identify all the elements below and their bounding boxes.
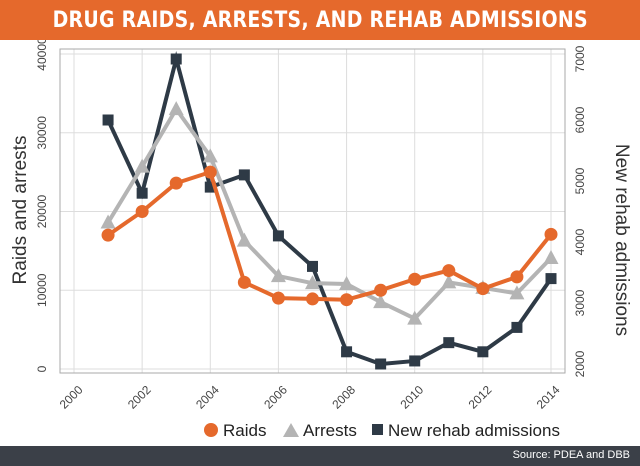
arrests-point — [202, 148, 218, 163]
x-tick-label: 2012 — [466, 383, 495, 412]
chart-title: DRUG RAIDS, ARRESTS, AND REHAB ADMISSION… — [52, 7, 588, 33]
raids-point — [408, 272, 422, 286]
rehab-point — [204, 181, 216, 193]
raids-point — [476, 282, 490, 296]
y-right-tick-label: 2000 — [573, 350, 587, 377]
arrests-point — [168, 101, 184, 116]
rehab-point — [375, 358, 387, 370]
rehab-point — [443, 337, 455, 349]
rehab-point — [545, 273, 557, 285]
raids-line — [106, 169, 553, 302]
rehab-point — [511, 321, 523, 333]
x-tick-label: 2010 — [397, 383, 426, 412]
rehab-point — [238, 169, 250, 181]
raids-point — [442, 264, 456, 278]
plot-frame — [59, 48, 566, 374]
raids-point — [237, 275, 251, 289]
arrests-point — [100, 214, 116, 229]
rehab-line — [106, 51, 553, 367]
arrests-point — [270, 268, 286, 283]
raids-point — [101, 228, 115, 242]
y-axis-right-title: New rehab admissions — [611, 144, 632, 336]
raids-point — [544, 227, 558, 241]
y-left-tick-label: 0 — [35, 365, 49, 372]
y-left-tick-label: 40000 — [35, 40, 49, 71]
arrests-point — [509, 285, 525, 300]
x-tick-label: 2014 — [534, 383, 563, 412]
legend-raids-label: Raids — [223, 421, 266, 440]
raids-point — [169, 176, 183, 190]
y-right-tick-label: 3000 — [573, 289, 587, 316]
arrests-point — [339, 275, 355, 290]
raids-point — [374, 283, 388, 297]
raids-point — [271, 291, 285, 305]
rehab-point — [477, 346, 489, 358]
rehab-point — [170, 53, 182, 65]
y-right-tick-label: 6000 — [573, 106, 587, 133]
y-axis-left-title: Raids and arrests — [10, 136, 31, 285]
raids-point — [203, 165, 217, 179]
raids-point — [340, 293, 354, 307]
source-note: Source: PDEA and DBB — [512, 449, 630, 461]
y-right-tick-label: 4000 — [573, 228, 587, 255]
y-left-tick-label: 20000 — [35, 194, 49, 228]
rehab-point — [409, 355, 421, 367]
arrests-point — [543, 249, 559, 264]
arrests-point — [305, 275, 320, 290]
legend-arrests-marker — [283, 423, 299, 437]
arrests-point — [407, 310, 423, 325]
rehab-point — [307, 260, 318, 272]
x-tick-label: 2002 — [125, 383, 154, 412]
arrests-point — [236, 232, 252, 247]
legend-arrests-label: Arrests — [303, 421, 357, 440]
x-tick-label: 2004 — [193, 383, 222, 412]
series-layer — [100, 51, 559, 370]
legend-rehab-marker — [372, 424, 383, 435]
arrests-point — [441, 274, 457, 289]
legend-rehab-label: New rehab admissions — [388, 421, 560, 440]
y-right-tick-label: 5000 — [573, 167, 587, 194]
raids-point — [306, 292, 319, 306]
rehab-point — [272, 230, 284, 242]
y-left-tick-label: 30000 — [35, 116, 49, 150]
ticks-layer: 0 10000 20000 30000 40000 2000 2002 2004 2006 200… — [35, 40, 587, 412]
y-right-tick-label: 7000 — [573, 45, 587, 72]
rehab-point — [102, 114, 114, 126]
x-tick-label: 2000 — [57, 383, 86, 412]
title-bar: DRUG RAIDS, ARRESTS, AND REHAB ADMISSION… — [0, 0, 640, 40]
arrests-point — [373, 294, 389, 309]
x-tick-label: 2006 — [261, 383, 290, 412]
rehab-point — [341, 346, 353, 358]
y-left-tick-label: 10000 — [35, 273, 49, 307]
rehab-point — [136, 187, 148, 199]
raids-point — [135, 205, 149, 218]
arrests-point — [134, 158, 150, 173]
x-tick-label: 2008 — [329, 383, 358, 412]
raids-point — [510, 270, 524, 284]
footer-bar: Source: PDEA and DBB — [0, 446, 640, 466]
legend: Raids Arrests New rehab admissions — [204, 421, 560, 440]
chart-area: 0 10000 20000 30000 40000 2000 2002 2004 2006 200… — [10, 40, 632, 440]
legend-raids-marker — [204, 423, 218, 437]
